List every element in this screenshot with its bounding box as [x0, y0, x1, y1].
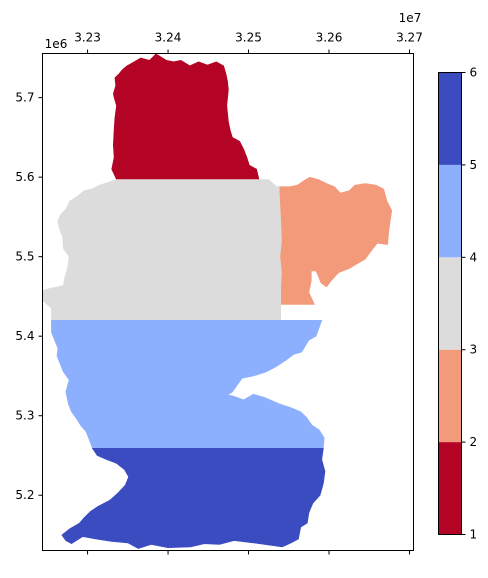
region-class-1 [111, 53, 260, 180]
x-tick-label: 3.27 [396, 31, 423, 45]
y-tick-label: 5.6 [15, 170, 34, 184]
x-axis: 3.23 3.24 3.25 3.26 3.27 [74, 31, 423, 555]
colorbar-band-2-3 [438, 349, 462, 443]
x-tick-label: 3.24 [155, 31, 182, 45]
region-class-5 [61, 447, 326, 549]
y-offset-label: 1e6 [45, 37, 68, 51]
x-tick-label: 3.23 [74, 31, 101, 45]
y-tick-label: 5.7 [15, 91, 34, 105]
colorbar-tick-label: 3 [470, 343, 478, 357]
y-tick-label: 5.4 [15, 329, 34, 343]
colorbar-tick-label: 5 [470, 158, 478, 172]
colorbar-axis: 1 2 3 4 5 6 [461, 66, 478, 542]
y-axis: 5.2 5.3 5.4 5.5 5.6 5.7 [15, 91, 43, 502]
colorbar-tick-label: 4 [470, 250, 478, 264]
y-tick-label: 5.5 [15, 250, 34, 264]
x-offset-label: 1e7 [399, 11, 422, 25]
region-class-2 [278, 176, 393, 305]
colorbar-tick-label: 2 [470, 435, 478, 449]
colorbar-band-3-4 [438, 257, 462, 350]
map-regions [42, 53, 393, 549]
colorbar-frame [438, 72, 462, 535]
region-class-3 [42, 179, 282, 321]
colorbar-tick-label: 1 [470, 528, 478, 542]
axes-frame [42, 53, 414, 551]
x-tick-label: 3.26 [316, 31, 343, 45]
colorbar-bands [438, 72, 462, 535]
colorbar-band-5-6 [438, 72, 462, 165]
colorbar-tick-label: 6 [470, 66, 478, 80]
y-tick-label: 5.2 [15, 488, 34, 502]
colorbar-band-1-2 [438, 442, 462, 535]
x-tick-label: 3.25 [235, 31, 262, 45]
region-class-4 [51, 319, 325, 449]
y-tick-label: 5.3 [15, 409, 34, 423]
colorbar-band-4-5 [438, 164, 462, 258]
